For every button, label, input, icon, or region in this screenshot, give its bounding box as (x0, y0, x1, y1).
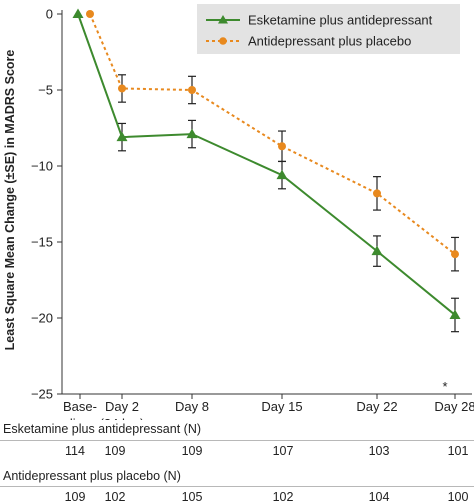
y-tick-label: −20 (31, 311, 53, 326)
data-point-circle (373, 189, 381, 198)
data-point-circle (188, 86, 196, 94)
n-cell: 109 (64, 490, 86, 504)
n-cell: 102 (104, 490, 126, 504)
series-esketamine (72, 8, 461, 333)
legend-box (197, 4, 460, 54)
data-point-triangle (116, 131, 128, 142)
n-cell: 101 (447, 444, 469, 458)
data-point-triangle (186, 128, 198, 139)
data-point-circle (118, 84, 126, 93)
y-tick-label: 0 (46, 7, 53, 22)
data-point-triangle (371, 245, 383, 256)
x-tick-label: Day 22 (356, 399, 397, 414)
axes: 0 −5 −10 −15 −20 −25 Base-line Day 2 (24 hrs) Day… (31, 7, 474, 421)
n-cell: 109 (181, 444, 203, 458)
legend-marker-triangle (218, 15, 228, 24)
data-point-circle (451, 250, 459, 259)
data-point-triangle (449, 309, 461, 319)
n-cell: 103 (368, 444, 390, 458)
data-point-triangle (276, 169, 288, 180)
y-tick-label: −25 (31, 387, 53, 402)
legend-marker-circle (219, 37, 227, 45)
n-row-title-esketamine: Esketamine plus antidepressant (N) (3, 422, 202, 436)
series-placebo (86, 10, 459, 272)
n-row-divider (0, 440, 474, 441)
x-tick-label: line (70, 416, 90, 420)
n-cell: 104 (368, 490, 390, 504)
n-cell: 109 (104, 444, 126, 458)
data-point-triangle (72, 8, 84, 18)
x-tick-label: Day 15 (261, 399, 302, 414)
legend-label: Esketamine plus antidepressant (248, 13, 433, 28)
n-cell: 105 (181, 490, 203, 504)
legend-label: Antidepressant plus placebo (248, 34, 411, 49)
n-cell: 114 (65, 444, 85, 458)
y-tick-label: −10 (31, 159, 53, 174)
data-point-circle (86, 10, 94, 18)
x-tick-label: (24 hrs) (100, 416, 145, 420)
n-row-divider (0, 486, 474, 487)
n-row-title-placebo: Antidepressant plus placebo (N) (3, 469, 181, 483)
x-tick-label: Day 28 (434, 399, 474, 414)
y-axis-title: Least Square Mean Change (±SE) in MADRS … (3, 50, 17, 351)
significance-asterisk: * (442, 379, 447, 394)
n-cell: 102 (272, 490, 294, 504)
y-tick-label: −5 (38, 83, 53, 98)
series-layer (72, 8, 461, 333)
n-cell: 107 (272, 444, 294, 458)
x-tick-label: Base- (63, 399, 97, 414)
series-line (89, 13, 456, 255)
n-cell: 100 (447, 490, 469, 504)
y-tick-label: −15 (31, 235, 53, 250)
x-tick-label: Day 8 (175, 399, 209, 414)
legend: Esketamine plus antidepressant Antidepres… (197, 4, 460, 54)
data-point-circle (278, 142, 286, 151)
madrs-line-chart: 0 −5 −10 −15 −20 −25 Base-line Day 2 (24 hrs) Day… (3, 4, 474, 421)
x-tick-label: Day 2 (105, 399, 139, 414)
series-line (77, 13, 456, 316)
